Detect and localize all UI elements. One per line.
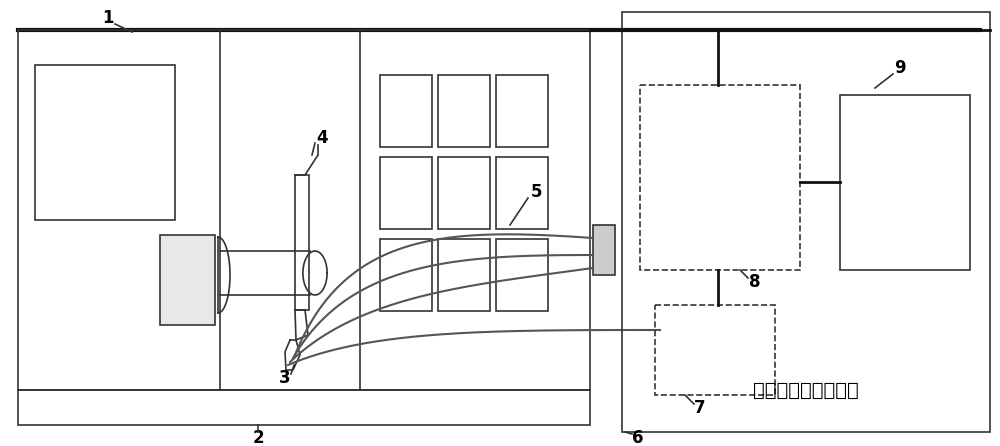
Bar [840, 95, 970, 270]
Bar [160, 235, 215, 325]
Bar [18, 30, 590, 390]
Bar [496, 75, 548, 147]
Text: 3: 3 [279, 369, 291, 387]
Text: 8: 8 [749, 273, 761, 291]
Bar [438, 157, 490, 229]
Bar [593, 225, 615, 275]
Text: 可调控液氮供给装置: 可调控液氮供给装置 [753, 380, 859, 400]
Bar [622, 12, 990, 432]
Bar [18, 390, 590, 425]
Bar [380, 75, 432, 147]
Bar [640, 85, 800, 270]
Text: 9: 9 [894, 59, 906, 77]
Text: 6: 6 [632, 429, 644, 446]
Bar [380, 157, 432, 229]
Bar [655, 305, 775, 395]
Text: 7: 7 [694, 399, 706, 417]
Bar [438, 239, 490, 311]
Bar [295, 175, 309, 310]
Text: 5: 5 [530, 183, 542, 201]
Bar [496, 239, 548, 311]
Text: 4: 4 [316, 129, 328, 147]
Bar [438, 75, 490, 147]
Bar [35, 65, 175, 220]
Text: 2: 2 [252, 429, 264, 446]
Bar [380, 239, 432, 311]
Bar [496, 157, 548, 229]
Text: 1: 1 [102, 9, 114, 27]
